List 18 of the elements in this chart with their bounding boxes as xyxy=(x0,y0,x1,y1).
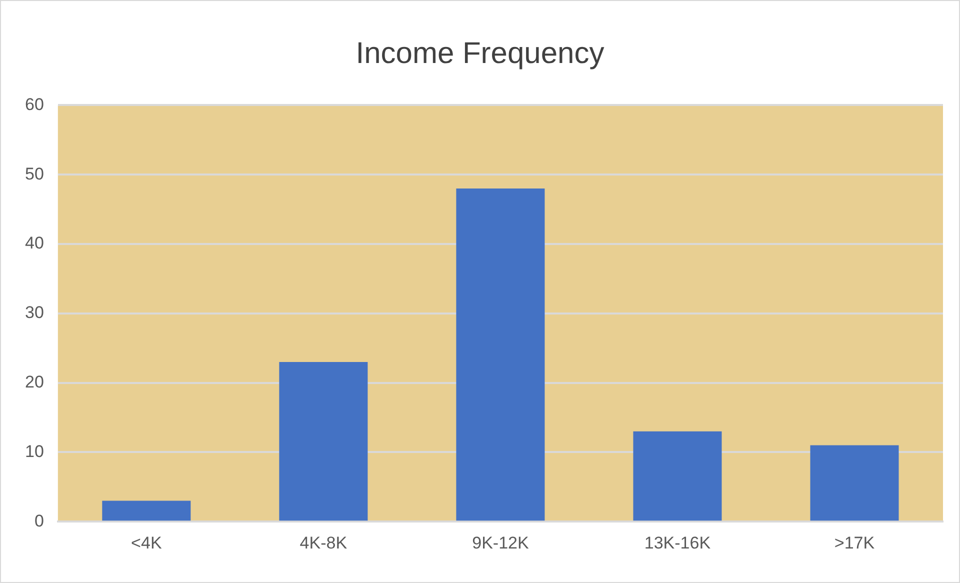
y-tick-label: 0 xyxy=(34,511,44,530)
bar xyxy=(102,500,191,521)
y-tick-label: 30 xyxy=(24,303,44,322)
y-tick-label: 20 xyxy=(24,372,44,392)
chart-title: Income Frequency xyxy=(354,37,606,71)
x-tick-label: 9K-12K xyxy=(472,533,530,552)
bar xyxy=(279,362,368,521)
y-tick-label: 50 xyxy=(24,164,44,184)
bar xyxy=(456,188,545,521)
x-tick-label: <4K xyxy=(131,533,162,552)
y-tick-label: 10 xyxy=(24,442,44,461)
bar xyxy=(810,445,899,521)
bar xyxy=(633,431,722,521)
x-tick-label: 13K-16K xyxy=(644,533,712,552)
x-tick-label: >17K xyxy=(834,533,876,552)
x-tick-label: 4K-8K xyxy=(300,533,348,552)
y-tick-label: 60 xyxy=(24,94,44,114)
y-tick-label: 40 xyxy=(24,234,44,253)
